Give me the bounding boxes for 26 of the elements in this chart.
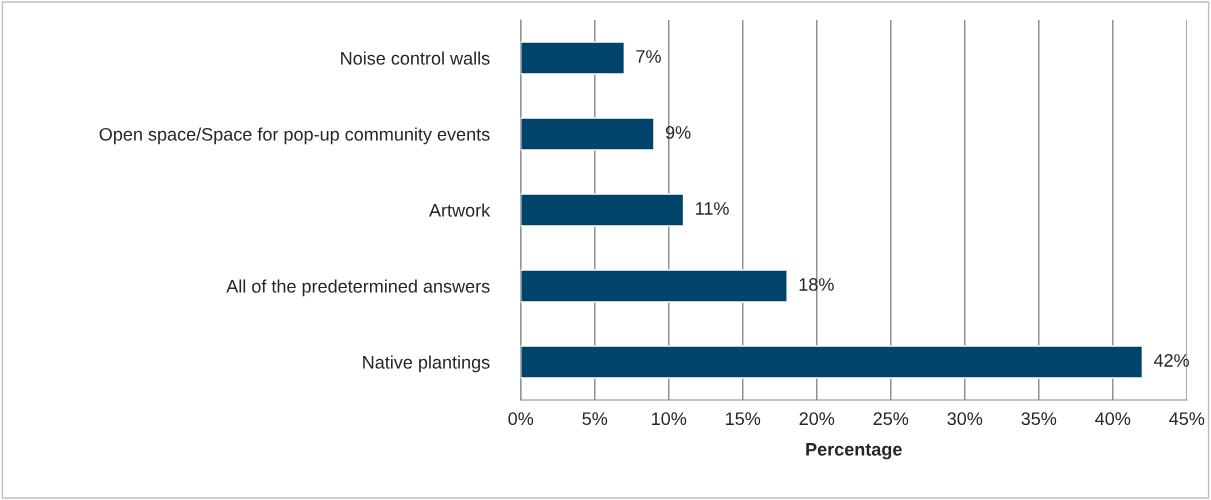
x-tick-label: 25% — [873, 412, 909, 426]
x-tick-label: 45% — [1169, 412, 1205, 426]
data-label: 42% — [1153, 354, 1189, 367]
x-tick-label: 5% — [582, 412, 608, 426]
x-tick-label: 10% — [652, 412, 687, 426]
x-tick-label: 35% — [1021, 412, 1057, 426]
x-tick-label: 15% — [726, 412, 761, 426]
bar — [520, 117, 655, 151]
data-label: 18% — [799, 278, 834, 291]
y-tick-label: Noise control walls — [341, 51, 490, 65]
bar — [520, 193, 685, 227]
x-tick-label: 20% — [799, 412, 835, 426]
bar — [520, 269, 788, 303]
bar — [520, 345, 1144, 379]
data-label: 11% — [696, 202, 729, 215]
x-axis-title: Percentage — [806, 443, 902, 460]
x-tick-label: 30% — [947, 412, 983, 426]
data-label: 9% — [665, 126, 691, 139]
data-label: 7% — [636, 50, 661, 63]
y-tick-label: Artwork — [429, 203, 491, 217]
x-tick-label: 0% — [508, 412, 534, 426]
x-tick-label: 40% — [1095, 412, 1131, 426]
y-tick-label: All of the predetermined answers — [226, 279, 490, 297]
y-tick-label: Open space/Space for pop-up community events — [99, 127, 490, 145]
y-tick-label: Native plantings — [363, 355, 490, 373]
bar — [520, 41, 626, 75]
